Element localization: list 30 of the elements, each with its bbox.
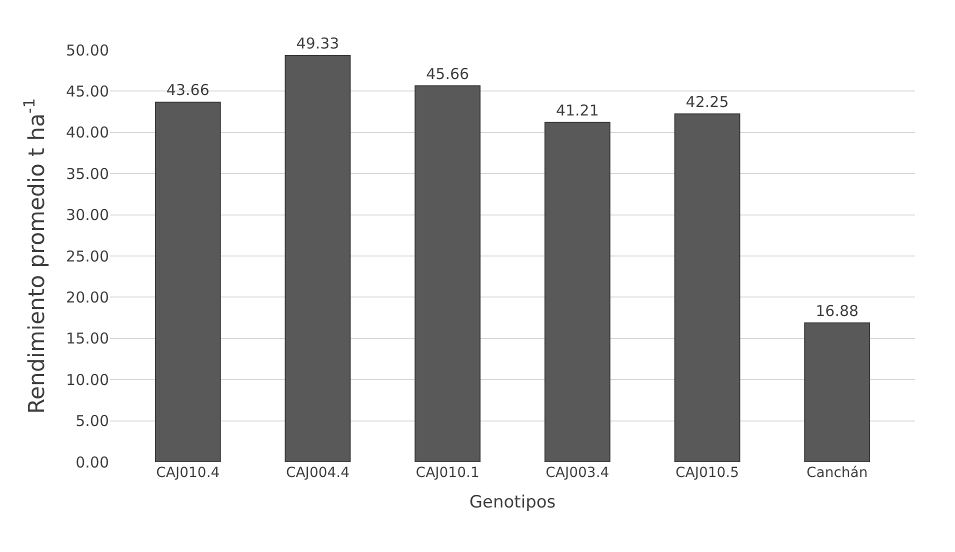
bar: [414, 85, 481, 462]
data-label: 41.21: [556, 101, 599, 120]
bar: [284, 55, 351, 462]
data-label: 16.88: [816, 302, 859, 320]
y-tick-label: 15.00: [66, 330, 109, 348]
y-tick-label: 5.00: [76, 412, 109, 430]
x-tick-label: CAJ003.4: [546, 465, 610, 481]
data-label: 45.66: [426, 64, 470, 83]
x-axis-title: Genotipos: [469, 492, 556, 512]
y-tick-label: 30.00: [66, 206, 109, 224]
y-tick-label: 50.00: [66, 41, 109, 60]
bar: [674, 113, 740, 462]
x-tick-label: CAJ010.5: [675, 465, 740, 481]
y-tick-label: 20.00: [66, 288, 109, 306]
data-label: 42.25: [686, 92, 729, 111]
x-tick-label: CAJ010.1: [416, 465, 480, 481]
y-tick-label: 45.00: [66, 82, 109, 100]
bar: [804, 322, 870, 462]
y-tick-label: 0.00: [76, 453, 109, 472]
y-tick-label: 40.00: [66, 124, 109, 142]
x-tick-label: Canchán: [806, 465, 868, 481]
y-tick-label: 35.00: [66, 164, 109, 183]
bar: [544, 122, 610, 462]
data-label: 43.66: [166, 81, 210, 100]
x-tick-label: CAJ010.4: [156, 465, 220, 481]
x-tick-label: CAJ004.4: [286, 465, 350, 481]
y-tick-label: 10.00: [66, 370, 109, 389]
bar: [154, 102, 221, 462]
y-tick-label: 25.00: [66, 247, 109, 266]
data-label: 49.33: [296, 34, 340, 53]
